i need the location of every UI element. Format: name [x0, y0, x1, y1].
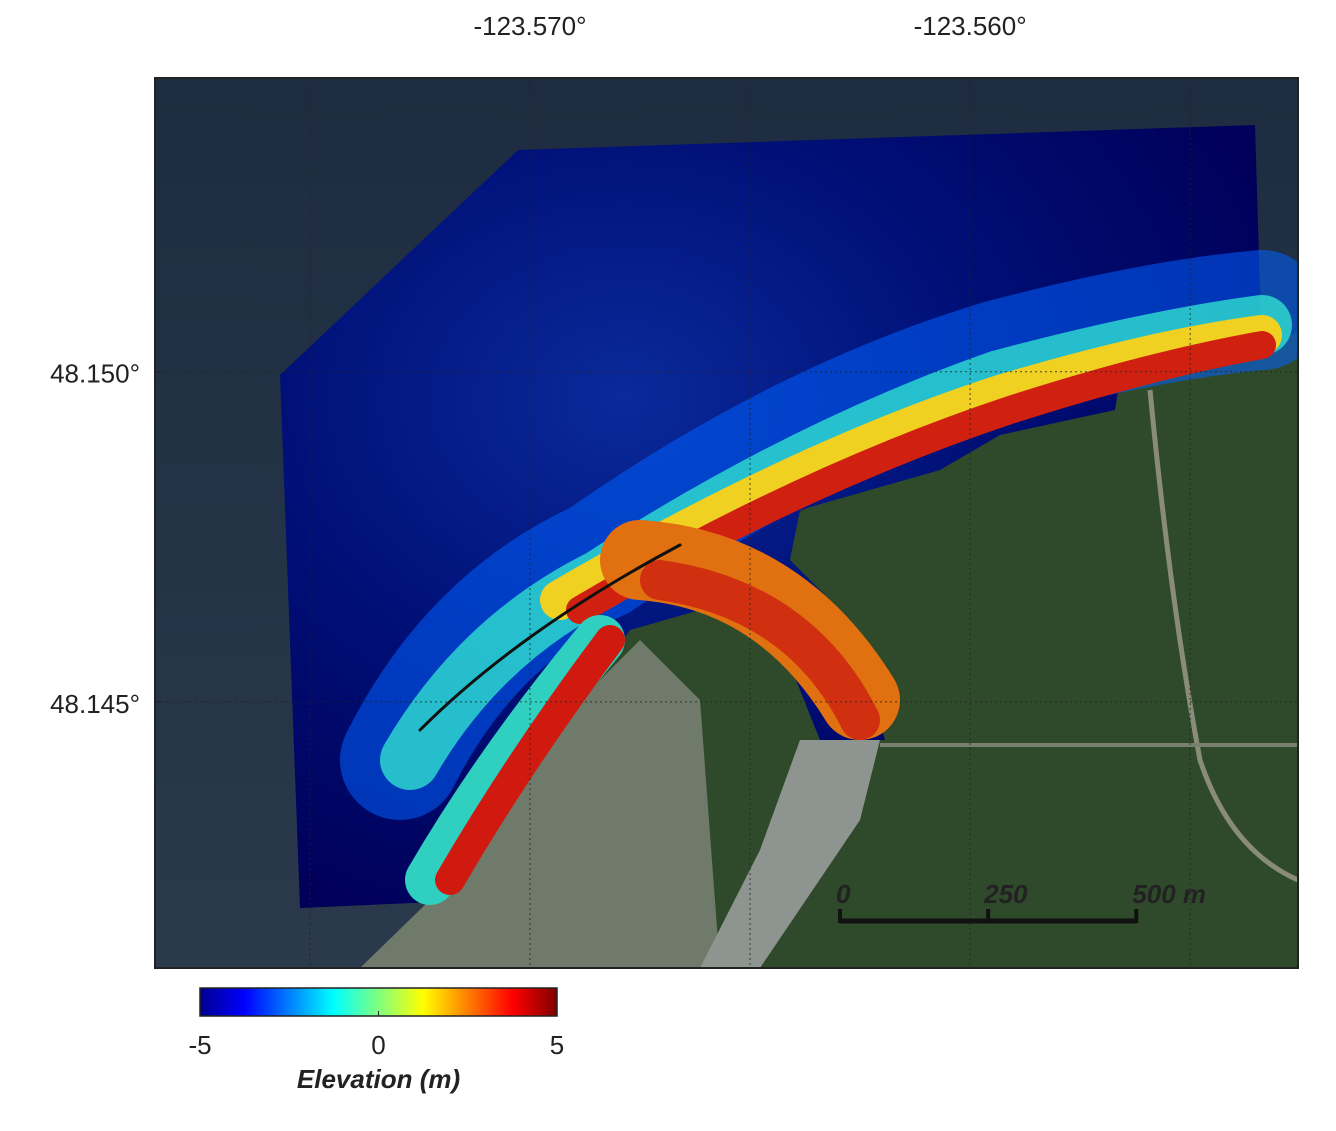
- river: [700, 740, 880, 968]
- colorbar-tick-label: 5: [550, 1030, 564, 1060]
- scale-bar-label: 250: [983, 879, 1028, 909]
- colorbar-tick-label: 0: [371, 1030, 385, 1060]
- scale-bar-label: 500 m: [1132, 879, 1206, 909]
- x-tick-label: -123.560°: [914, 11, 1027, 41]
- x-tick-label: -123.570°: [473, 11, 586, 41]
- road: [1147, 389, 1298, 883]
- grid: [155, 78, 1298, 968]
- y-tick-label: 48.150°: [50, 359, 140, 389]
- scale-bar-label: 0: [836, 879, 851, 909]
- colorbar-tick-label: -5: [188, 1030, 211, 1060]
- colorbar-label: Elevation (m): [297, 1064, 460, 1094]
- imagery: [155, 78, 1298, 968]
- map-frame: [154, 77, 1299, 969]
- elevation-bands: [340, 250, 1298, 905]
- y-tick-label: 48.145°: [50, 689, 140, 719]
